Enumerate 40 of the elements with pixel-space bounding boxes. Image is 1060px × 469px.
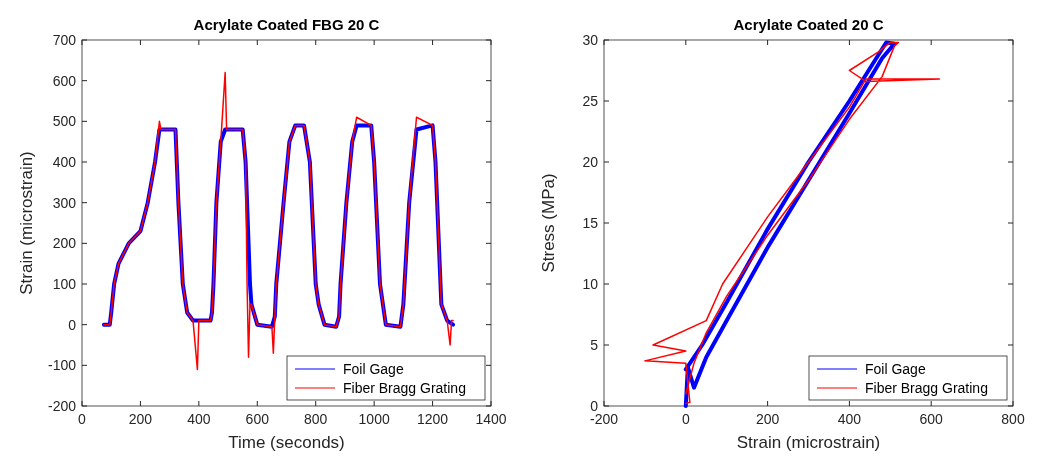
y-tick-label: -200: [47, 398, 77, 414]
y-axis-title: Stress (MPa): [539, 173, 558, 273]
x-tick-label: 0: [681, 411, 690, 427]
y-tick-label: 600: [52, 72, 77, 89]
x-tick-label: 600: [245, 411, 270, 427]
y-tick-label: 200: [52, 235, 77, 252]
y-tick-label: 15: [582, 215, 599, 231]
x-tick-label: 1000: [358, 411, 390, 427]
y-tick-label: -100: [47, 357, 77, 374]
x-tick-label: 800: [304, 411, 328, 427]
y-tick-label: 25: [582, 93, 599, 109]
y-tick-label: 10: [582, 276, 599, 292]
y-tick-label: 500: [52, 113, 77, 130]
y-tick-label: 0: [590, 398, 599, 414]
y-tick-label: 30: [582, 32, 599, 48]
y-tick-label: 400: [52, 154, 77, 170]
legend-label: Foil Gage: [865, 361, 926, 377]
x-axis-title: Strain (microstrain): [736, 433, 881, 452]
legend-label: Fiber Bragg Grating: [865, 380, 988, 396]
x-tick-label: 200: [128, 411, 153, 427]
x-tick-label: 400: [837, 411, 862, 427]
y-tick-label: 5: [590, 337, 599, 353]
y-tick-label: 300: [52, 194, 77, 211]
x-tick-label: 1400: [475, 411, 507, 427]
chart-title: Acrylate Coated 20 C: [733, 16, 884, 33]
x-axis-title: Time (seconds): [228, 433, 345, 452]
x-tick-label: 600: [919, 411, 944, 427]
legend-label: Fiber Bragg Grating: [343, 380, 466, 396]
y-tick-label: 20: [582, 154, 599, 170]
y-tick-label: 0: [68, 316, 77, 333]
x-tick-label: 400: [187, 411, 211, 427]
x-tick-label: 1200: [416, 411, 449, 427]
x-tick-label: 200: [755, 411, 780, 427]
y-tick-label: 100: [52, 276, 77, 292]
x-tick-label: 0: [78, 411, 87, 427]
x-tick-label: 800: [1001, 411, 1025, 427]
y-tick-label: 700: [52, 32, 77, 48]
chart-title: Acrylate Coated FBG 20 C: [193, 16, 380, 33]
y-axis-title: Strain (microstrain): [17, 151, 36, 295]
legend-label: Foil Gage: [343, 361, 404, 377]
